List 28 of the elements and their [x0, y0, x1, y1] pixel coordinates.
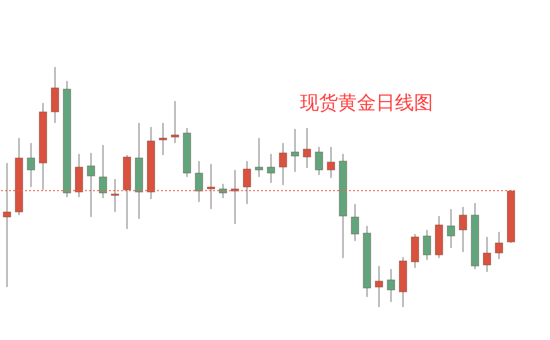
candlestick: [50, 67, 60, 124]
candlestick: [170, 100, 180, 144]
candlestick: [194, 160, 204, 202]
candlestick: [242, 160, 252, 205]
candlestick: [374, 265, 384, 307]
candlestick: [110, 178, 120, 213]
text: 现货黄金日线图: [300, 91, 433, 116]
candlestick: [254, 137, 264, 178]
candlestick: [278, 142, 288, 186]
candlestick: [482, 236, 492, 273]
candlestick: [98, 144, 108, 199]
candlestick: [2, 162, 12, 288]
candlestick: [302, 127, 312, 169]
candlestick: [290, 128, 300, 172]
candlestick: [86, 152, 96, 218]
candlestick: [422, 229, 432, 261]
candlestick: [230, 169, 240, 225]
candlestick: [26, 142, 36, 188]
candlestick: [206, 163, 216, 210]
candlestick: [314, 146, 324, 176]
candlestick: [350, 203, 360, 242]
candlestick: [494, 231, 504, 260]
candlestick: [386, 268, 396, 303]
candlestick: [458, 206, 468, 253]
candlestick: [266, 153, 276, 184]
candlestick: [326, 146, 336, 178]
candlestick: [446, 208, 456, 249]
candlestick: [158, 122, 168, 156]
